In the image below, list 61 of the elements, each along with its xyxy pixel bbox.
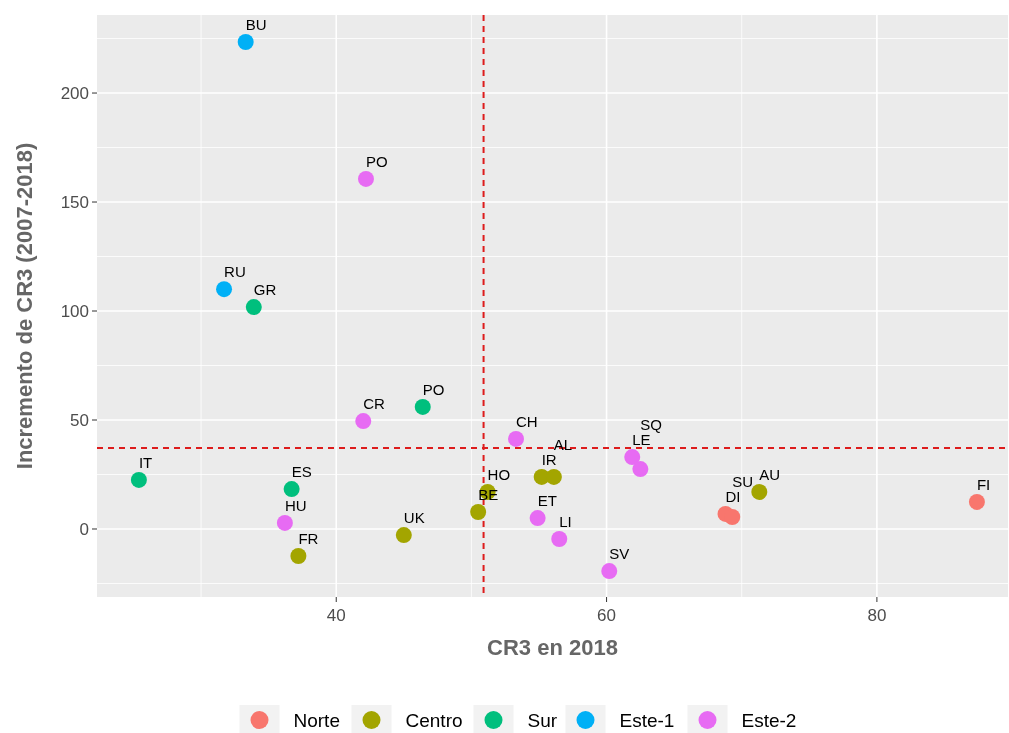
point (290, 548, 307, 565)
point (751, 483, 768, 500)
annotation: UK (403, 509, 425, 527)
point (545, 468, 562, 485)
annotation: RU (224, 263, 246, 281)
annotation: IT (138, 453, 153, 471)
point (632, 461, 649, 478)
legend-label: Este-1 (619, 710, 675, 731)
legend-label: Norte (293, 710, 340, 731)
annotation: SU (732, 472, 754, 490)
point (724, 509, 741, 525)
point (395, 527, 412, 544)
point (414, 398, 431, 415)
point (551, 531, 568, 548)
y-tick-label: 100 (60, 302, 89, 322)
point (529, 510, 546, 527)
annotation: IR (541, 450, 557, 468)
annotation: PO (365, 152, 388, 170)
point (216, 281, 233, 298)
annotation: FI (976, 475, 991, 493)
legend-label: Centro (405, 710, 463, 731)
y-tick-label: 0 (79, 519, 89, 539)
annotation: PO (422, 380, 445, 398)
point (357, 170, 374, 187)
point (508, 430, 525, 447)
annotation: AL (553, 435, 573, 453)
annotation: SV (609, 545, 630, 563)
annotation: LE (632, 431, 651, 449)
y-tick-label: 150 (60, 193, 89, 213)
annotation: HU (284, 496, 307, 514)
x-tick-label: 60 (597, 606, 617, 625)
legend-label: Este-2 (741, 710, 797, 731)
y-tick-label: 50 (70, 411, 89, 430)
annotation: ES (291, 463, 312, 481)
legend-label: Sur (527, 710, 558, 731)
annotation: HO (487, 465, 511, 483)
x-axis-title: CR3 en 2018 (487, 635, 618, 660)
point (624, 449, 641, 466)
annotation: CR (363, 395, 386, 413)
point (470, 503, 487, 520)
point (968, 493, 985, 510)
point (237, 34, 254, 51)
annotation: ET (537, 492, 557, 510)
annotation: CH (516, 412, 538, 430)
point (245, 299, 262, 316)
annotation: DI (725, 487, 741, 505)
point (276, 514, 293, 531)
point (130, 471, 147, 488)
y-tick-label: 200 (60, 84, 89, 104)
point (283, 481, 300, 498)
annotation: FR (298, 530, 319, 548)
point (601, 563, 618, 580)
y-axis-title: Incremento de CR3 (2007-2018) (12, 142, 37, 470)
annotation: AU (759, 465, 781, 483)
annotation: LI (559, 513, 572, 531)
x-tick-label: 80 (867, 606, 887, 625)
annotation: BU (245, 16, 267, 34)
x-tick-label: 40 (326, 606, 346, 625)
annotation: GR (253, 281, 277, 299)
point (355, 413, 372, 430)
annotation: SQ (640, 416, 663, 434)
